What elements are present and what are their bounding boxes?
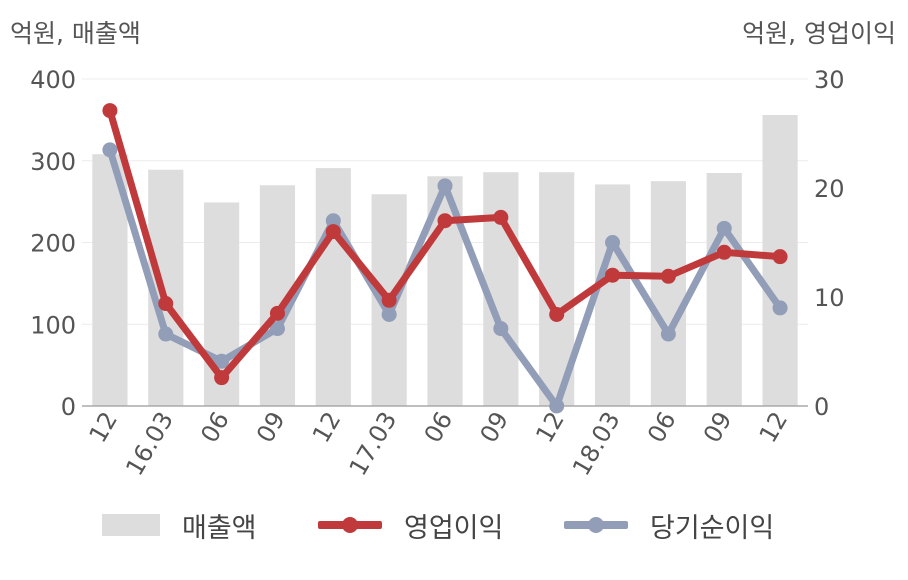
legend-label-net-income: 당기순이익 xyxy=(650,512,775,544)
y-right-tick-label: 10 xyxy=(814,284,845,312)
point-net-income xyxy=(381,306,397,322)
x-tick-label: 12 xyxy=(84,407,124,447)
x-tick-label: 12 xyxy=(530,407,570,447)
point-operating-profit xyxy=(772,249,788,265)
point-operating-profit xyxy=(660,268,676,284)
bar-revenue xyxy=(706,173,742,406)
legend-swatch-operating-profit xyxy=(318,517,382,533)
bar-revenue xyxy=(315,168,351,406)
point-operating-profit xyxy=(549,306,565,322)
x-tick-label: 06 xyxy=(195,407,235,447)
legend-swatch-revenue xyxy=(102,514,160,536)
point-net-income xyxy=(716,220,732,236)
x-tick-label: 17.03 xyxy=(344,407,403,481)
x-tick-label: 09 xyxy=(475,407,515,447)
point-net-income xyxy=(549,398,565,414)
point-operating-profit xyxy=(605,267,621,283)
point-net-income xyxy=(158,326,174,342)
y-left-tick-label: 0 xyxy=(61,393,76,421)
point-operating-profit xyxy=(269,305,285,321)
point-net-income xyxy=(269,321,285,337)
point-net-income xyxy=(325,213,341,229)
x-tick-label: 12 xyxy=(307,407,347,447)
legend-item-net-income: 당기순이익 xyxy=(564,500,774,550)
point-operating-profit xyxy=(716,244,732,260)
y-left-tick-label: 100 xyxy=(30,311,76,339)
y-left-tick-label: 300 xyxy=(30,148,76,176)
left-axis-title: 억원, 매출액 xyxy=(10,19,141,48)
bar-revenue xyxy=(594,184,631,406)
point-net-income xyxy=(214,353,230,369)
x-tick-label: 06 xyxy=(419,407,459,447)
right-axis-title: 억원, 영업이익 xyxy=(742,19,896,48)
point-net-income xyxy=(437,178,453,194)
x-tick-label: 09 xyxy=(698,407,738,447)
bar-revenue xyxy=(650,181,686,406)
legend-label-revenue: 매출액 xyxy=(182,512,257,544)
legend-swatch-net-income xyxy=(564,517,628,533)
x-tick-label: 16.03 xyxy=(120,407,179,481)
y-left-tick-label: 200 xyxy=(30,230,76,258)
y-right-tick-label: 20 xyxy=(814,175,845,203)
x-tick-label: 09 xyxy=(251,407,291,447)
legend-item-operating-profit: 영업이익 xyxy=(318,500,503,550)
point-operating-profit xyxy=(158,296,174,312)
point-operating-profit xyxy=(437,213,453,229)
legend-label-operating-profit: 영업이익 xyxy=(404,512,504,544)
legend: 매출액 영업이익 당기순이익 xyxy=(0,500,908,550)
point-operating-profit xyxy=(325,224,341,240)
y-right-tick-label: 0 xyxy=(814,393,829,421)
point-net-income xyxy=(605,235,621,250)
x-tick-label: 12 xyxy=(754,407,794,447)
point-operating-profit xyxy=(381,292,397,308)
y-left-tick-label: 400 xyxy=(30,66,76,94)
x-tick-label: 06 xyxy=(642,407,682,447)
point-operating-profit xyxy=(493,209,509,225)
point-net-income xyxy=(772,300,788,316)
point-operating-profit xyxy=(102,103,118,119)
point-net-income xyxy=(493,321,509,337)
legend-item-revenue: 매출액 xyxy=(102,500,257,550)
point-net-income xyxy=(102,142,118,158)
point-net-income xyxy=(660,326,676,342)
point-operating-profit xyxy=(214,370,230,386)
x-tick-label: 18.03 xyxy=(567,407,626,481)
y-right-tick-label: 30 xyxy=(814,66,845,94)
